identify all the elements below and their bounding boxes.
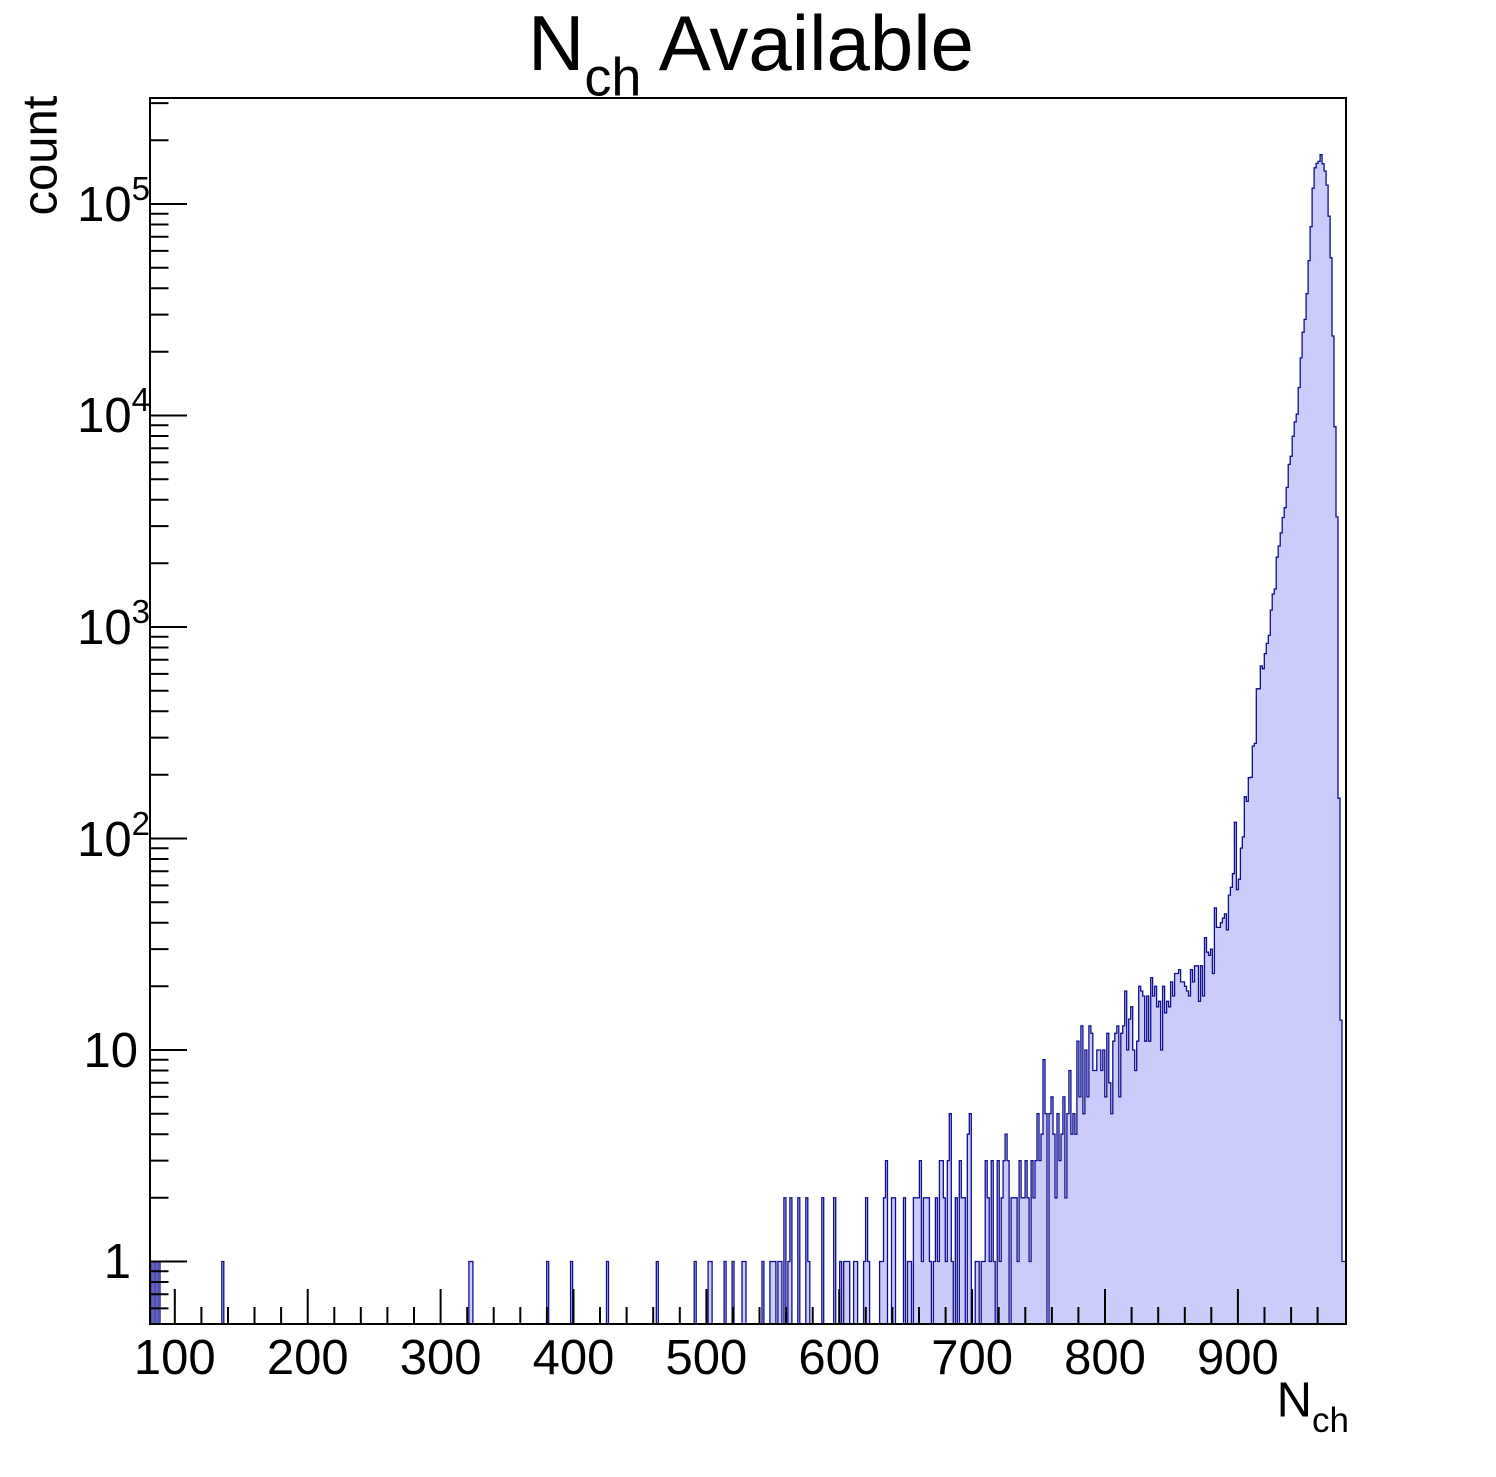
svg-text:400: 400 bbox=[533, 1331, 615, 1385]
svg-text:900: 900 bbox=[1197, 1331, 1279, 1385]
svg-text:103: 103 bbox=[77, 593, 150, 655]
svg-text:800: 800 bbox=[1064, 1331, 1146, 1385]
svg-text:300: 300 bbox=[400, 1331, 482, 1385]
svg-text:200: 200 bbox=[267, 1331, 349, 1385]
svg-text:count: count bbox=[14, 95, 68, 215]
svg-text:1: 1 bbox=[104, 1235, 131, 1289]
svg-text:10: 10 bbox=[83, 1024, 138, 1078]
svg-text:100: 100 bbox=[134, 1331, 216, 1385]
svg-text:700: 700 bbox=[931, 1331, 1013, 1385]
svg-text:600: 600 bbox=[798, 1331, 880, 1385]
svg-text:500: 500 bbox=[666, 1331, 748, 1385]
